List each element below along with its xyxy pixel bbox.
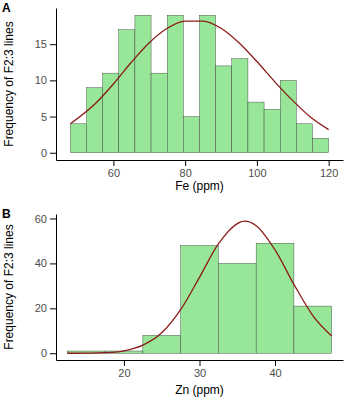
bar (200, 15, 216, 153)
bar (86, 88, 102, 153)
y-axis: 0 5 10 15 (35, 9, 57, 161)
x-tick-mark (329, 160, 330, 166)
y-tick: 10 (35, 74, 56, 86)
x-tick: 60 (108, 160, 120, 179)
bar (218, 263, 256, 353)
y-tick-mark (50, 80, 56, 81)
x-tick-mark (275, 360, 276, 366)
bar (216, 66, 232, 153)
x-tick-label: 60 (108, 167, 120, 179)
panel-label: B (2, 207, 11, 221)
x-axis: 20 30 40 (57, 360, 344, 379)
y-tick: 0 (41, 147, 56, 159)
y-tick: 5 (41, 111, 56, 123)
bar (103, 73, 119, 153)
bar (167, 15, 183, 153)
plot-area (67, 221, 331, 353)
bar (143, 335, 181, 353)
x-tick-label: 80 (180, 167, 192, 179)
x-tick-label: 30 (194, 367, 206, 379)
y-tick-mark (50, 263, 56, 264)
y-axis-line (56, 9, 57, 161)
bar (183, 117, 199, 153)
bar (264, 109, 280, 152)
y-axis-title: Frequency of F2:3 lines (2, 224, 16, 349)
y-tick-label: 60 (35, 213, 47, 225)
bar (119, 30, 135, 153)
plot-area (70, 15, 328, 153)
bar (70, 124, 86, 153)
x-tick: 100 (248, 160, 266, 179)
x-axis: 60 80 100 120 (57, 160, 344, 179)
y-tick-mark (50, 353, 56, 354)
panel: 60 80 100 120 0 5 10 15 Fe (ppm) Frequency of F2:… (2, 1, 344, 193)
density-curve (67, 221, 331, 353)
panel-label: A (2, 1, 11, 15)
y-tick-mark (50, 44, 56, 45)
x-tick: 80 (180, 160, 192, 179)
x-tick-mark (200, 360, 201, 366)
y-tick: 15 (35, 38, 56, 50)
x-tick-mark (257, 160, 258, 166)
bar (256, 243, 294, 353)
y-tick: 40 (35, 257, 56, 269)
x-tick-label: 20 (118, 367, 130, 379)
y-tick-mark (50, 117, 56, 118)
x-tick-label: 40 (269, 367, 281, 379)
bar (313, 138, 329, 152)
y-axis: 0 20 40 60 (35, 213, 57, 361)
x-tick-label: 100 (248, 167, 266, 179)
y-tick-label: 0 (41, 147, 47, 159)
x-tick: 20 (118, 360, 130, 379)
x-axis-title: Zn (ppm) (175, 383, 224, 397)
x-tick-mark (124, 360, 125, 366)
y-axis-line (56, 215, 57, 361)
y-tick-label: 15 (35, 38, 47, 50)
x-tick-mark (113, 160, 114, 166)
y-axis-title: Frequency of F2:3 lines (2, 21, 16, 146)
x-tick-label: 120 (320, 167, 338, 179)
x-tick: 30 (194, 360, 206, 379)
bar (280, 80, 296, 152)
bar (135, 15, 151, 153)
bar (232, 59, 248, 153)
y-tick: 60 (35, 213, 56, 225)
y-tick: 0 (41, 347, 56, 359)
x-tick: 40 (269, 360, 281, 379)
y-tick-label: 10 (35, 74, 47, 86)
density-curve (70, 21, 328, 130)
x-axis-line (57, 160, 344, 161)
y-tick-label: 20 (35, 302, 47, 314)
panel: 20 30 40 0 20 40 60 Zn (ppm) Frequency of F2:3 l… (2, 207, 344, 397)
y-tick-mark (50, 153, 56, 154)
x-tick-mark (185, 160, 186, 166)
bar (248, 102, 264, 153)
x-axis-title: Fe (ppm) (175, 179, 224, 193)
bar (151, 73, 167, 153)
bar (296, 124, 312, 153)
y-tick-mark (50, 308, 56, 309)
y-tick-mark (50, 218, 56, 219)
x-tick: 120 (320, 160, 338, 179)
y-tick-label: 40 (35, 257, 47, 269)
y-tick-label: 0 (41, 347, 47, 359)
y-tick-label: 5 (41, 111, 47, 123)
y-tick: 20 (35, 302, 56, 314)
figure: 60 80 100 120 0 5 10 15 Fe (ppm) Frequency of F2:… (0, 0, 359, 400)
